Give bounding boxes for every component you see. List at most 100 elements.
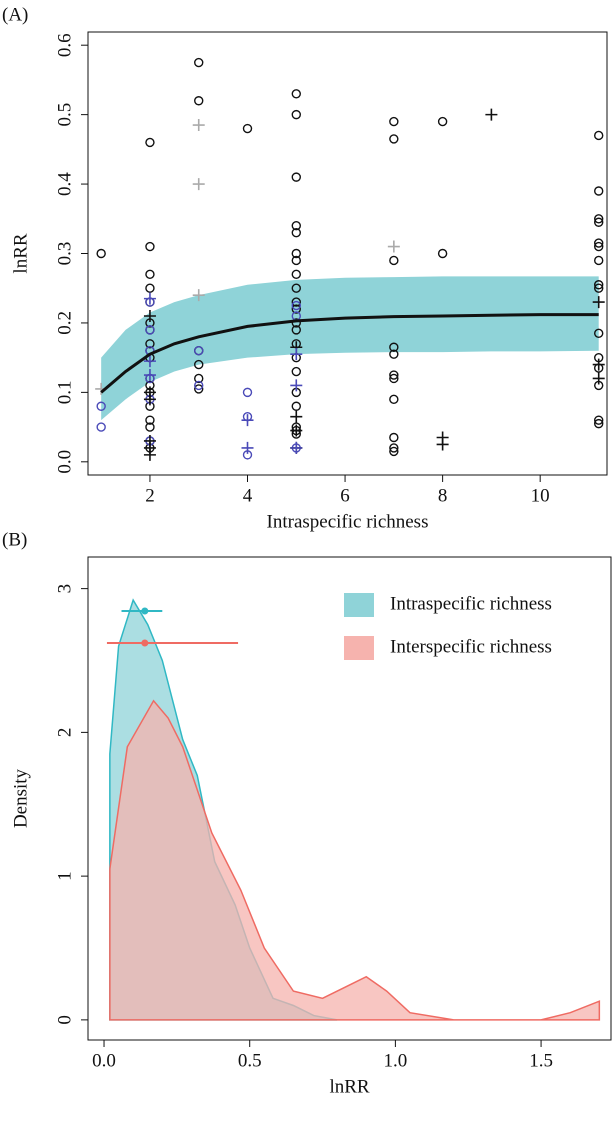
point — [291, 300, 301, 311]
point — [96, 422, 106, 432]
x-tick-label: 1.0 — [384, 1050, 408, 1071]
legend-swatch — [344, 593, 374, 617]
point — [594, 283, 604, 293]
y-tick-label: 0.0 — [54, 450, 75, 474]
point — [96, 401, 106, 411]
point — [291, 304, 301, 314]
point — [290, 441, 303, 454]
point — [291, 89, 301, 99]
point — [143, 355, 156, 368]
point — [389, 134, 399, 144]
point — [145, 339, 155, 349]
point — [485, 108, 498, 121]
x-tick-label: 1.5 — [529, 1050, 553, 1071]
point — [291, 255, 301, 266]
point — [389, 342, 399, 352]
point — [594, 130, 604, 141]
confidence-band — [101, 276, 599, 421]
point — [192, 119, 205, 132]
y-axis-label: Density — [10, 768, 31, 828]
point — [194, 380, 204, 391]
point — [194, 359, 204, 370]
mean-point — [141, 639, 149, 647]
point — [290, 348, 303, 361]
point — [594, 415, 604, 425]
point — [290, 379, 303, 392]
legend-label: Interspecific richness — [390, 636, 552, 657]
point — [389, 432, 399, 443]
point — [194, 96, 204, 106]
legend-swatch — [344, 636, 374, 660]
point — [291, 248, 301, 259]
x-tick-label: 2 — [145, 485, 155, 506]
point — [241, 441, 254, 454]
point — [594, 241, 604, 252]
point — [145, 325, 155, 335]
point — [291, 269, 301, 280]
point — [594, 217, 604, 227]
point — [389, 394, 399, 405]
x-axis-label: Intraspecific richness — [267, 511, 429, 532]
point — [145, 241, 155, 252]
point — [290, 424, 303, 437]
point — [291, 325, 301, 335]
point — [389, 373, 399, 384]
point — [242, 387, 253, 398]
point — [143, 369, 156, 382]
point — [389, 370, 399, 380]
x-axis-label: lnRR — [329, 1076, 369, 1097]
point — [192, 289, 205, 302]
y-tick-label: 1 — [54, 871, 75, 881]
point — [389, 349, 399, 359]
x-tick-label: 6 — [340, 485, 350, 506]
y-tick-label: 0.4 — [54, 172, 75, 196]
point — [291, 318, 301, 328]
point — [389, 446, 399, 457]
point — [291, 297, 301, 307]
density-area — [109, 699, 601, 1021]
point — [594, 186, 604, 196]
point — [291, 172, 301, 182]
point — [194, 373, 204, 384]
point — [291, 227, 301, 238]
point — [592, 372, 605, 385]
point — [145, 137, 155, 148]
point — [594, 238, 604, 248]
point — [143, 309, 156, 322]
point — [592, 358, 605, 371]
x-tick-label: 0.5 — [238, 1050, 262, 1071]
point — [594, 328, 604, 339]
y-tick-label: 2 — [54, 728, 75, 738]
x-tick-label: 10 — [531, 485, 550, 506]
x-tick-label: 4 — [243, 485, 253, 506]
point — [592, 296, 605, 309]
plot-frame — [87, 31, 608, 476]
y-tick-label: 0.1 — [54, 380, 75, 404]
y-tick-label: 0.3 — [54, 242, 75, 266]
panel-label: (A) — [2, 4, 28, 25]
y-tick-label: 0.6 — [54, 33, 75, 57]
point — [594, 255, 604, 266]
plot-frame — [87, 556, 612, 1041]
point — [389, 116, 399, 127]
point — [291, 109, 301, 120]
y-tick-label: 0 — [54, 1015, 75, 1025]
point — [291, 221, 301, 231]
point — [436, 438, 449, 451]
point — [389, 443, 399, 453]
point — [437, 116, 448, 127]
point — [389, 255, 399, 266]
x-tick-label: 8 — [438, 485, 448, 506]
point — [594, 418, 604, 429]
point — [290, 410, 303, 423]
point — [143, 393, 156, 406]
panel-label: (B) — [2, 529, 27, 550]
point — [291, 366, 301, 377]
point — [192, 178, 205, 191]
point — [96, 248, 106, 259]
point — [291, 401, 301, 411]
point — [291, 283, 301, 293]
y-axis-label: lnRR — [10, 233, 31, 273]
point — [437, 248, 448, 259]
